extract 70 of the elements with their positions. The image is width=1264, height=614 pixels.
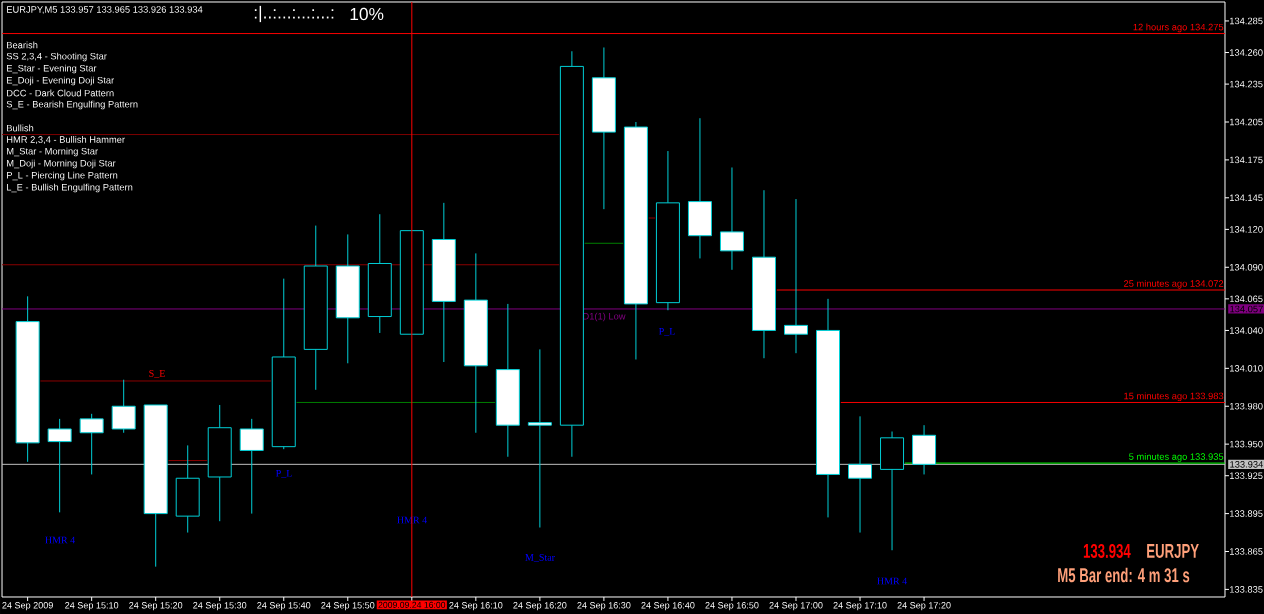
annotation: Bearish [7,41,38,49]
candlestick [47,418,72,513]
annotation: Bullish [7,124,34,132]
candlestick [239,418,264,515]
ref-line-label: 134.057 [1230,305,1263,313]
x-tick-label: 24 Sep 15:10 [65,602,119,611]
y-tick-label: 133.980 [1229,402,1263,410]
annotation: EURJPY [1147,544,1199,558]
x-tick-label: 24 Sep 16:40 [641,602,695,611]
x-tick-label: 24 Sep 2009 [2,602,53,611]
annotation: E_Star - Evening Star [7,64,97,74]
y-tick-label: 133.835 [1229,586,1263,593]
y-tick-label: 134.285 [1229,17,1263,25]
y-tick-label: 134.260 [1229,49,1263,56]
x-tick-label: 24 Sep 16:20 [513,602,567,611]
y-tick-label: 134.065 [1229,295,1263,303]
annotation: M_Star [525,554,555,562]
y-tick-label: 134.205 [1229,118,1263,126]
annotation: HMR 2,3,4 - Bullish Hammer [7,136,125,144]
annotation: M5 Bar end: 4 m 31 s [1058,567,1190,583]
ref-line-label: 133.934 [1230,461,1263,468]
x-tick-label: 24 Sep 17:20 [897,602,951,611]
annotation: DCC - Dark Cloud Pattern [7,89,114,97]
series-label: 25 minutes ago 134.072 [1123,279,1224,289]
candlestick [848,415,873,534]
y-tick-label: 134.010 [1229,365,1263,372]
series-label: 15 minutes ago 133.983 [1124,392,1224,402]
candlestick [719,166,744,271]
candlestick [527,348,552,529]
x-tick-label: 24 Sep 16:30 [577,602,631,611]
y-tick-label: 133.950 [1229,440,1263,448]
annotation: S_E [149,370,165,378]
x-tick-label: 24 Sep 15:50 [321,602,375,611]
x-tick-label: 24 Sep 17:10 [833,602,887,611]
annotation: M_Star - Morning Star [7,147,98,157]
annotation: P_L [658,328,675,336]
annotation: :|..:...:...:...: [254,5,334,23]
x-tick-label: 24 Sep 16:10 [449,602,503,611]
y-tick-label: 134.235 [1229,80,1263,88]
annotation: 10% [350,7,384,21]
series-label: 12 hours ago 134.275 [1133,23,1224,33]
y-tick-label: 134.145 [1229,194,1263,202]
annotation: E_Doji - Evening Doji Star [7,76,114,86]
x-tick-label: 24 Sep 16:50 [705,602,759,611]
annotation: M_Doji - Morning Doji Star [7,159,116,169]
candlestick [79,413,104,475]
annotation: L_E - Bullish Engulfing Pattern [7,183,133,193]
x-tick-label: 24 Sep 15:20 [129,602,183,611]
annotation: 133.934 [1083,543,1131,559]
annotation: P_L - Piercing Line Pattern [7,171,118,181]
y-tick-label: 133.925 [1229,472,1263,480]
candlestick [111,379,136,434]
annotation: HMR 4 [45,536,75,544]
annotation: S_E - Bearish Engulfing Pattern [6,100,138,110]
annotation: HMR 4 [877,577,907,585]
series-label: 5 minutes ago 133.935 [1129,453,1224,462]
y-tick-label: 134.040 [1229,327,1263,334]
candlestick [783,198,808,354]
y-tick-label: 134.120 [1229,226,1263,233]
annotation: SS 2,3,4 - Shooting Star [6,52,107,62]
y-tick-label: 133.895 [1229,510,1263,517]
y-tick-label: 134.175 [1229,156,1263,164]
x-tick-label: 24 Sep 17:00 [769,602,823,611]
chart-title: EURJPY,M5 133.957 133.965 133.926 133.934 [7,6,203,14]
y-tick-label: 133.865 [1229,548,1263,555]
ref-line-label: 2009.09.24 16:00 [378,601,446,608]
x-tick-label: 24 Sep 15:30 [193,602,247,611]
y-tick-label: 134.090 [1229,263,1263,271]
annotation: P_L [275,470,292,478]
x-tick-label: 24 Sep 15:40 [257,602,311,611]
